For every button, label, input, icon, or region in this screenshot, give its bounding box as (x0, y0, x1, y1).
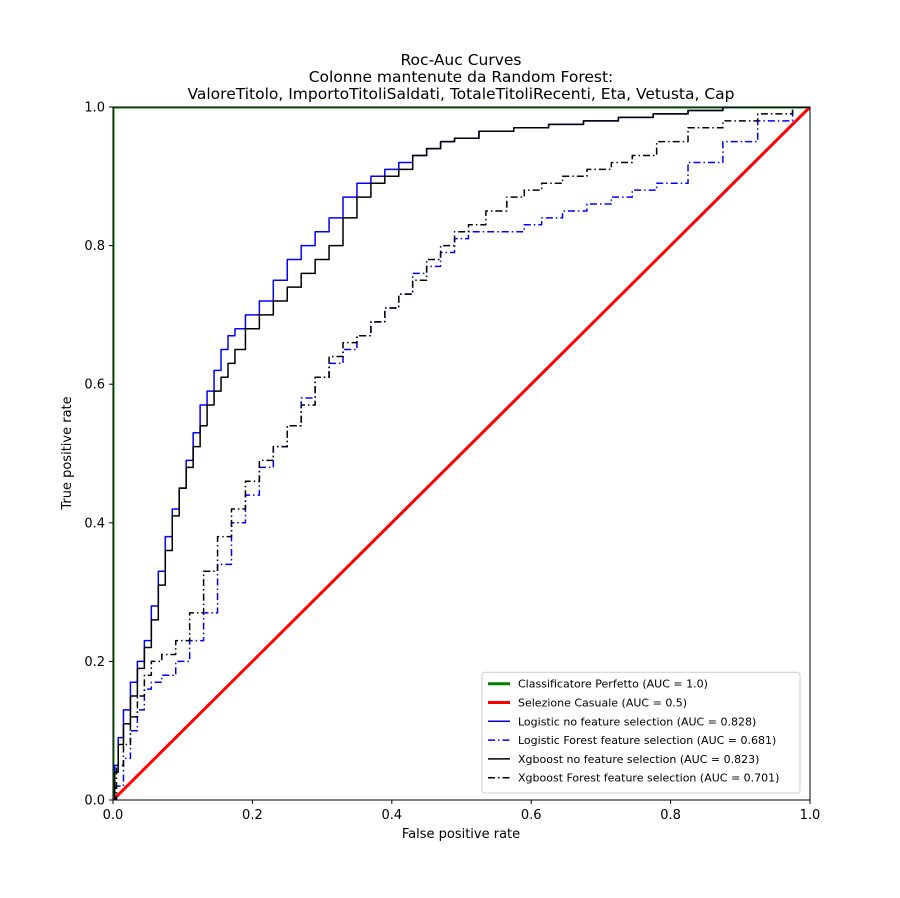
title-line-1: Roc-Auc Curves (400, 51, 521, 69)
legend-entry: Logistic no feature selection (AUC = 0.8… (488, 715, 756, 728)
x-tick-label: 0.8 (660, 808, 681, 823)
x-axis-label: False positive rate (402, 827, 520, 842)
x-tick-label: 1.0 (800, 808, 821, 823)
legend-label: Logistic Forest feature selection (AUC =… (518, 734, 776, 747)
legend-label: Selezione Casuale (AUC = 0.5) (518, 697, 687, 710)
x-tick-label: 0.2 (242, 808, 263, 823)
series-line-4 (113, 107, 810, 800)
series-line-3 (113, 107, 810, 800)
series-line-5 (113, 107, 810, 800)
chart-title: Roc-Auc Curves Colonne mantenute da Rand… (187, 51, 734, 103)
y-axis-ticks: 0.0 0.2 0.4 0.6 0.8 1.0 (84, 101, 113, 809)
legend-entry: Selezione Casuale (AUC = 0.5) (488, 697, 687, 710)
y-tick-label: 0.4 (84, 516, 105, 531)
series-line-1 (113, 107, 810, 800)
title-line-2: Colonne mantenute da Random Forest: (309, 68, 614, 86)
x-tick-label: 0.4 (381, 808, 402, 823)
legend-label: Logistic no feature selection (AUC = 0.8… (518, 715, 756, 728)
legend-label: Classificatore Perfetto (AUC = 1.0) (518, 678, 708, 691)
y-axis-label: True positive rate (60, 396, 75, 510)
y-tick-label: 0.8 (84, 239, 105, 254)
legend-entry: Classificatore Perfetto (AUC = 1.0) (488, 678, 708, 691)
y-tick-label: 1.0 (84, 101, 105, 116)
x-tick-label: 0.0 (103, 808, 124, 823)
title-line-3: ValoreTitolo, ImportoTitoliSaldati, Tota… (187, 85, 734, 103)
y-tick-label: 0.2 (84, 655, 105, 670)
x-tick-label: 0.6 (521, 808, 542, 823)
plot-frame (112, 106, 811, 801)
x-axis-ticks: 0.0 0.2 0.4 0.6 0.8 1.0 (103, 800, 821, 823)
legend-frame (481, 671, 801, 794)
legend: Classificatore Perfetto (AUC = 1.0) Selez… (481, 671, 801, 794)
series-layer (113, 107, 810, 800)
legend-label: Xgboost no feature selection (AUC = 0.82… (518, 753, 759, 766)
legend-entry: Xgboost Forest feature selection (AUC = … (488, 772, 779, 785)
y-tick-label: 0.6 (84, 378, 105, 393)
y-tick-label: 0.0 (84, 794, 105, 809)
legend-label: Xgboost Forest feature selection (AUC = … (518, 772, 779, 785)
legend-entry: Xgboost no feature selection (AUC = 0.82… (488, 753, 759, 766)
legend-entry: Logistic Forest feature selection (AUC =… (488, 734, 776, 747)
